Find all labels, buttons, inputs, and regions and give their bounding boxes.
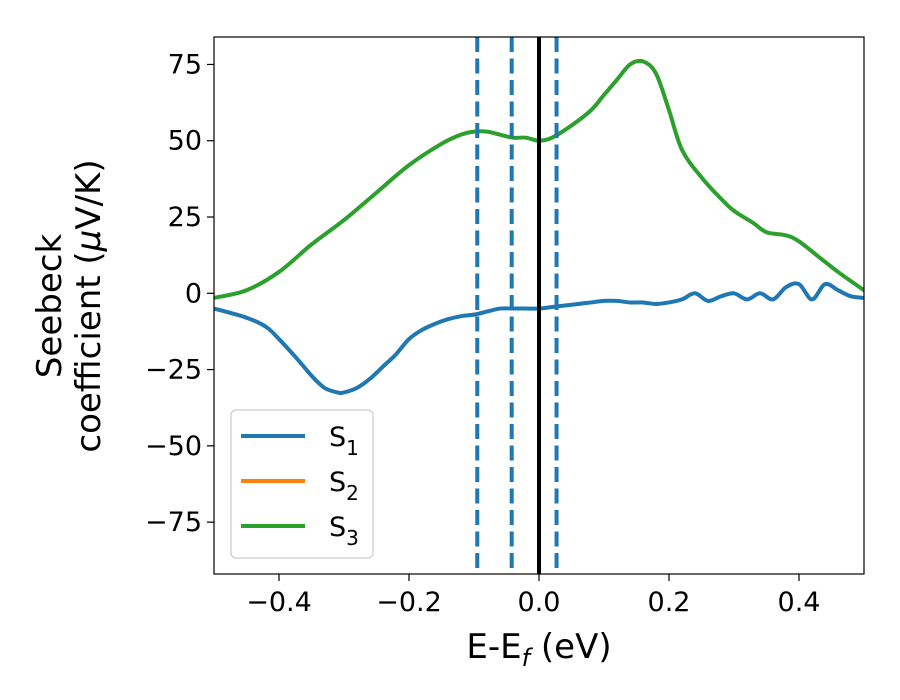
x-tick-label: −0.4 <box>246 587 312 618</box>
legend-label-2: S2 <box>329 467 359 505</box>
y-tick-label: 75 <box>168 49 202 80</box>
plot-marks <box>214 37 864 574</box>
x-tick-label: 0.0 <box>518 587 561 618</box>
x-tick-label: 0.4 <box>778 587 821 618</box>
legend: S1 S2 S3 <box>230 409 374 559</box>
legend-label-3: S3 <box>329 512 359 550</box>
y-tick-label: 25 <box>168 202 202 233</box>
legend-box <box>230 409 374 559</box>
legend-label-1: S1 <box>329 422 359 460</box>
x-tick-label: 0.2 <box>648 587 691 618</box>
y-tick-label: −75 <box>145 507 202 538</box>
x-tick-label: −0.2 <box>376 587 442 618</box>
y-tick-label: −50 <box>145 431 202 462</box>
series-line-3 <box>214 58 864 300</box>
ticks: −0.4 −0.2 0.0 0.2 0.4 75 50 25 0 −25 −50 −75 <box>145 49 820 618</box>
y-tick-label: 0 <box>185 278 202 309</box>
y-tick-label: 50 <box>168 126 202 157</box>
x-axis-label: E-Ef (eV) <box>466 627 611 672</box>
plot-area <box>213 36 865 575</box>
y-axis-label: Seebeckcoefficient (μV/K) <box>30 159 109 452</box>
series-line-1 <box>214 281 864 396</box>
y-tick-label: −25 <box>145 355 202 386</box>
